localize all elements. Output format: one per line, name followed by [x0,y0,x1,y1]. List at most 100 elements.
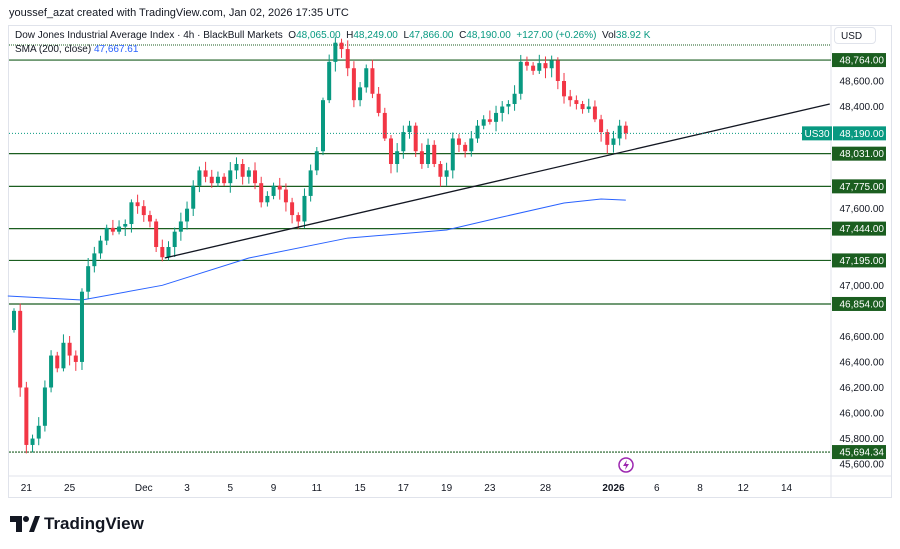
candle-body [487,119,492,122]
candle-body [178,221,183,232]
candle [438,161,443,187]
candle [253,162,258,190]
candle-body [79,291,84,362]
candle [185,201,190,230]
candle [271,182,276,200]
candle [611,130,616,153]
candle-body [438,164,443,177]
y-tick-label: 46,000.00 [840,409,885,420]
sma-legend[interactable]: SMA (200, close) 47,667.61 [15,44,139,55]
candle [104,224,109,246]
candle [215,171,220,187]
candle [123,219,128,237]
candle [308,164,313,202]
x-tick-label: 6 [654,483,660,494]
candle-body [555,60,560,81]
change-value: +127.00 (+0.26%) [516,30,597,41]
level-price-tag [832,53,886,68]
candle-body [314,151,319,171]
candle [290,197,295,224]
candle [537,54,542,74]
candle [605,129,610,154]
candle-body [154,221,159,248]
candle [277,177,282,200]
lightning-icon [623,460,629,470]
candle [531,62,536,75]
candle [209,169,214,188]
candle-body [215,176,220,184]
low-value: 47,866.00 [409,30,454,41]
candle-body [86,266,91,292]
candle [599,114,604,142]
y-tick-label: 47,000.00 [840,281,885,292]
candle [154,218,159,252]
candle-body [345,49,350,69]
candle-body [73,355,78,362]
candle-body [55,355,60,369]
candle-body [110,227,115,232]
candle [191,180,196,216]
candle [376,87,381,117]
x-tick-label: Dec [135,483,153,494]
open-value: 48,065.00 [296,30,341,41]
candle [259,176,264,208]
level-price-tag [832,221,886,236]
candle-body [327,61,332,101]
candle-body [141,206,146,216]
trendline [164,103,830,259]
currency-button[interactable]: USD [834,27,876,44]
candle-body [240,164,245,177]
candle [456,134,461,153]
candle-body [277,185,282,190]
candle-body [253,170,258,184]
candle-body [234,164,239,171]
level-price-tag [832,146,886,161]
candle [265,191,270,207]
candle [203,161,208,183]
candle-body [203,170,208,177]
tradingview-logo[interactable]: TradingView [10,514,144,534]
candle [586,98,591,113]
candle [172,227,177,257]
candle-body [302,195,307,222]
candle-body [419,151,424,165]
candle [494,105,499,132]
candle [117,220,122,235]
sma-200-line [7,198,626,301]
candle-body [129,202,134,225]
candle-body [599,119,604,133]
candle [407,120,412,139]
lightning-event-icon[interactable] [618,457,634,473]
candle [234,157,239,180]
candle-body [123,224,128,227]
candle-body [426,144,431,165]
candle-body [382,112,387,139]
candle-body [549,60,554,69]
candle [321,97,325,156]
candle [333,37,338,72]
chart-frame [8,25,892,498]
y-tick-label: 47,600.00 [840,204,885,215]
candle [49,350,54,393]
candle-body [543,63,548,69]
candle [358,82,363,107]
level-price-tag [832,445,886,460]
candle [283,183,288,212]
candle [562,72,567,104]
candle [512,85,517,111]
x-tick-label: 3 [184,483,190,494]
candle [197,166,202,193]
candle-body [271,185,276,196]
symbol-title[interactable]: Dow Jones Industrial Average Index · 4h … [15,30,283,41]
x-tick-label: 8 [697,483,703,494]
candle-body [592,106,597,120]
candle [543,56,548,79]
candle-body [388,138,393,165]
candle [314,147,319,176]
candle-body [228,170,233,184]
candle [580,100,585,114]
candle [61,334,66,372]
chart-credit: youssef_azat created with TradingView.co… [9,7,349,19]
candle [147,210,152,228]
